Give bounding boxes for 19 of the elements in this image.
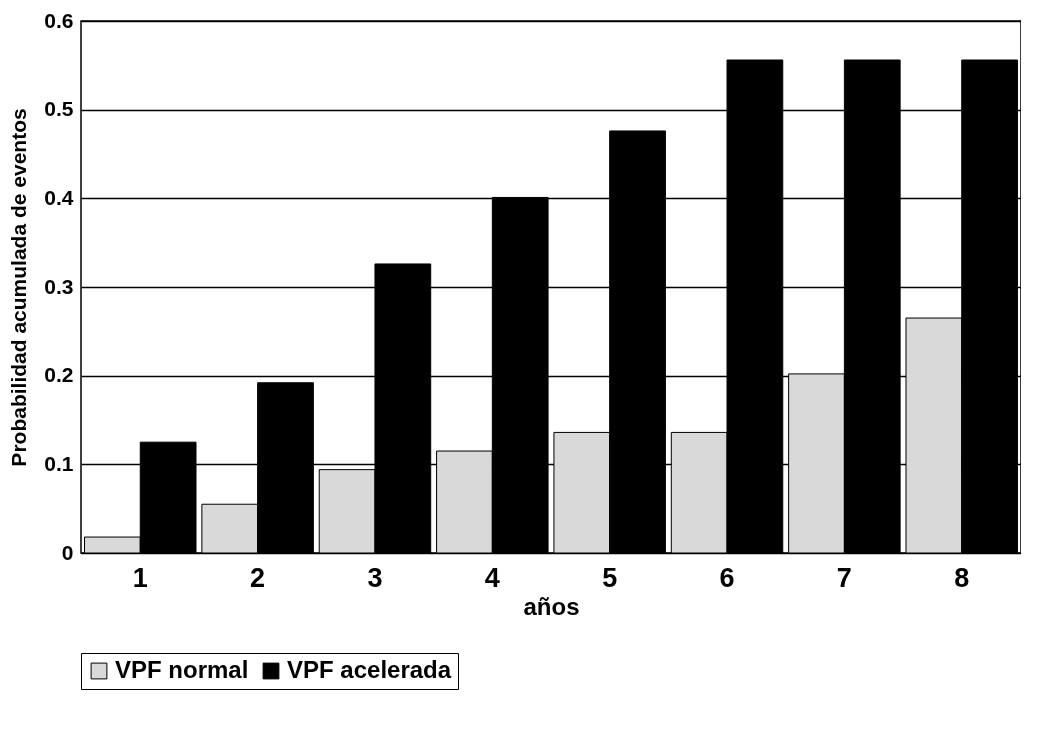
x-tick-label: 2 — [250, 562, 266, 593]
y-axis-title: Probabilidad acumulada de eventos — [7, 108, 31, 467]
x-tick-label: 5 — [602, 562, 618, 593]
y-tick-label: 0.6 — [44, 8, 74, 32]
legend-label: VPF acelerada — [287, 656, 452, 683]
y-tick-label: 0.4 — [44, 185, 74, 209]
x-axis-title: años — [523, 592, 580, 620]
x-tick-label: 1 — [132, 562, 148, 593]
y-tick-label: 0.1 — [44, 451, 74, 475]
x-tick-label: 3 — [367, 562, 383, 593]
x-tick-label: 7 — [836, 562, 852, 593]
x-tick-label: 4 — [484, 562, 500, 593]
y-tick-label: 0.3 — [44, 274, 74, 298]
y-tick-label: 0.2 — [44, 363, 74, 387]
x-tick-label: 6 — [719, 562, 735, 593]
y-tick-label: 0 — [61, 540, 74, 564]
x-tick-label: 8 — [954, 562, 970, 593]
legend-label: VPF normal — [115, 656, 249, 683]
y-tick-label: 0.5 — [44, 97, 74, 121]
